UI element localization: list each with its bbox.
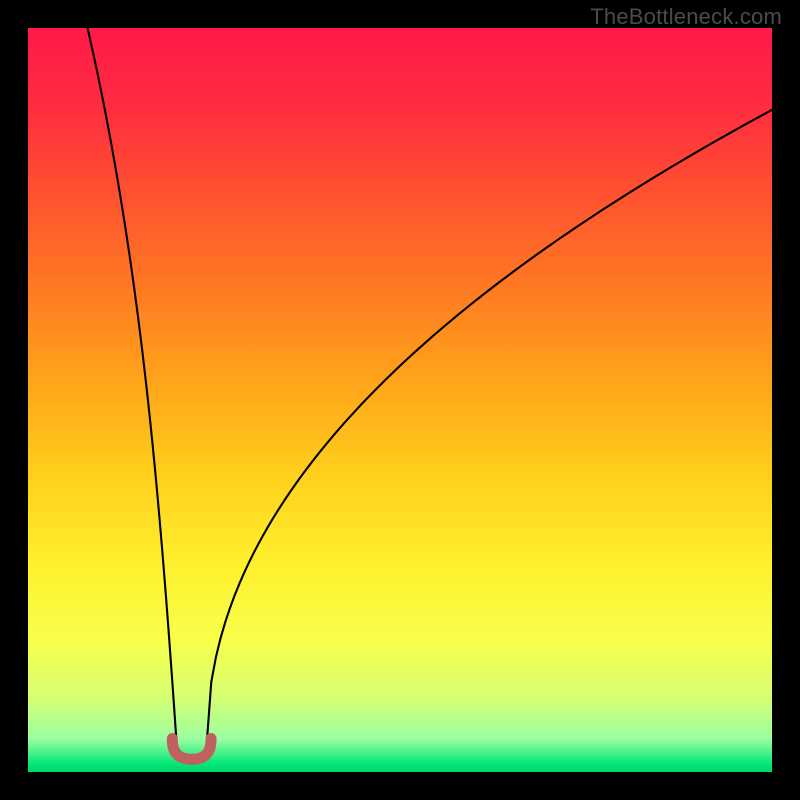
watermark-text: TheBottleneck.com bbox=[590, 4, 782, 30]
bottleneck-chart-svg bbox=[28, 28, 772, 772]
chart-frame: TheBottleneck.com bbox=[0, 0, 800, 800]
gradient-background bbox=[28, 28, 772, 772]
plot-area bbox=[28, 28, 772, 772]
